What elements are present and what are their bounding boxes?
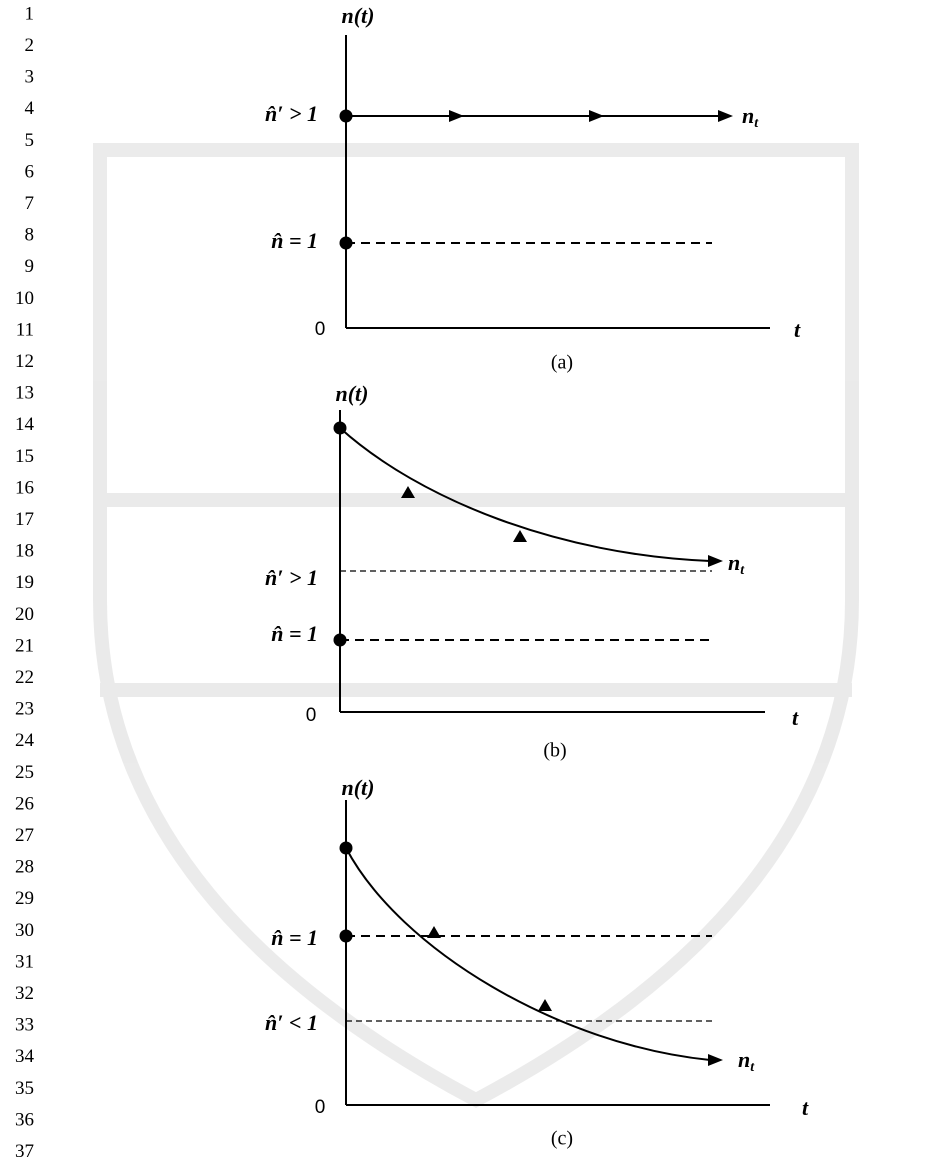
curve-label: nt xyxy=(738,1047,755,1075)
arrowhead xyxy=(538,999,552,1011)
y-axis-label: n(t) xyxy=(342,775,375,800)
x-axis-label: t xyxy=(792,705,799,730)
level-label: n̂ = 1 xyxy=(271,621,318,646)
watermark xyxy=(100,150,852,1100)
line-number: 3 xyxy=(25,67,35,88)
line-number: 27 xyxy=(15,825,34,846)
line-number: 35 xyxy=(15,1078,34,1099)
line-number: 4 xyxy=(25,98,35,119)
line-number: 7 xyxy=(25,193,35,214)
x-axis-label: t xyxy=(802,1095,809,1120)
line-number: 21 xyxy=(15,635,34,656)
line-number: 18 xyxy=(15,541,34,562)
line-number: 6 xyxy=(25,161,35,182)
line-number: 8 xyxy=(25,225,35,246)
origin-label: 0 xyxy=(315,319,326,340)
line-number: 28 xyxy=(15,857,34,878)
line-number: 1 xyxy=(25,3,35,24)
curve-label-base: n xyxy=(738,1047,750,1072)
y-axis-label: n(t) xyxy=(342,3,375,28)
level-label: n̂ = 1 xyxy=(271,228,318,253)
line-number: 15 xyxy=(15,446,34,467)
line-number: 31 xyxy=(15,951,34,972)
origin-label: 0 xyxy=(306,705,317,726)
line-number: 2 xyxy=(25,35,35,56)
curve-label-sub: t xyxy=(740,563,745,578)
arrowhead xyxy=(401,486,415,498)
line-number: 11 xyxy=(16,319,34,340)
line-number: 10 xyxy=(15,288,34,309)
level-label: n̂′ > 1 xyxy=(265,101,318,126)
line-number: 33 xyxy=(15,1015,34,1036)
line-number: 19 xyxy=(15,572,34,593)
line-number: 20 xyxy=(15,604,34,625)
curve-label-sub: t xyxy=(754,116,759,131)
line-number: 16 xyxy=(15,477,34,498)
line-number: 23 xyxy=(15,699,34,720)
arrowhead xyxy=(708,555,723,567)
level-label: n̂′ < 1 xyxy=(265,1010,318,1035)
line-number: 30 xyxy=(15,920,34,941)
caption: (c) xyxy=(551,1128,573,1150)
page: 1234567891011121314151617181920212223242… xyxy=(0,0,952,1160)
line-number: 29 xyxy=(15,888,34,909)
line-number: 17 xyxy=(15,509,34,530)
arrowhead xyxy=(718,110,733,122)
trajectory xyxy=(346,848,710,1060)
line-number: 13 xyxy=(15,383,34,404)
line-number: 34 xyxy=(15,1046,35,1067)
line-number: 26 xyxy=(15,793,34,814)
line-number: 22 xyxy=(15,667,34,688)
level-label: n̂ = 1 xyxy=(271,925,318,950)
initial-point xyxy=(340,110,353,123)
line-number: 37 xyxy=(15,1141,34,1160)
level-label: n̂′ > 1 xyxy=(265,565,318,590)
x-axis-label: t xyxy=(794,317,801,342)
line-number: 14 xyxy=(15,414,35,435)
caption: (b) xyxy=(543,740,566,762)
y-axis-label: n(t) xyxy=(336,381,369,406)
line-number: 32 xyxy=(15,983,34,1004)
arrowhead xyxy=(589,110,604,122)
initial-point xyxy=(340,237,353,250)
curve-label-base: n xyxy=(728,550,740,575)
line-number: 25 xyxy=(15,762,34,783)
curve-label-base: n xyxy=(742,103,754,128)
line-number: 5 xyxy=(25,130,35,151)
initial-point xyxy=(334,634,347,647)
line-number: 36 xyxy=(15,1109,34,1130)
initial-point xyxy=(340,842,353,855)
curve-label: nt xyxy=(742,103,759,131)
curve-label: nt xyxy=(728,550,745,578)
initial-point xyxy=(334,422,347,435)
line-number: 12 xyxy=(15,351,34,372)
curve-label-sub: t xyxy=(750,1060,755,1075)
arrowhead xyxy=(513,530,527,542)
arrowhead xyxy=(449,110,464,122)
initial-point xyxy=(340,930,353,943)
caption: (a) xyxy=(551,352,573,374)
line-number: 9 xyxy=(25,256,35,277)
origin-label: 0 xyxy=(315,1097,326,1118)
line-number: 24 xyxy=(15,730,35,751)
arrowhead xyxy=(708,1054,723,1066)
arrowhead xyxy=(427,926,441,938)
